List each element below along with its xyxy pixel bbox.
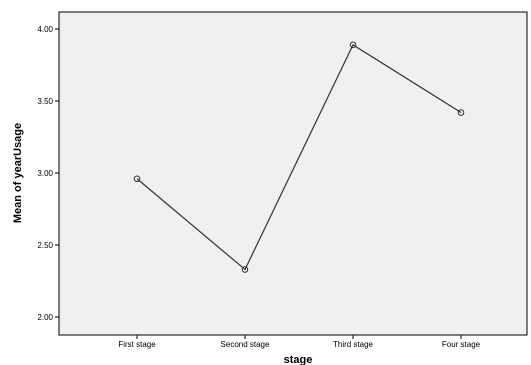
plot-area [59,12,527,335]
x-tick-label: Second stage [221,340,270,349]
y-tick-label: 2.00 [37,313,53,322]
y-tick-label: 2.50 [37,241,53,250]
y-tick-label: 3.00 [37,169,53,178]
x-axis-title: stage [284,354,313,365]
y-tick-label: 3.50 [37,97,53,106]
x-tick-label: Third stage [333,340,374,349]
x-tick-label: Four stage [442,340,481,349]
y-axis-title: Mean of yearUsage [12,123,24,223]
x-axis: First stage Second stage Third stage Four s… [118,335,480,349]
y-axis: 2.00 2.50 3.00 3.50 4.00 [37,25,59,322]
x-tick-label: First stage [118,340,156,349]
y-tick-label: 4.00 [37,25,53,34]
